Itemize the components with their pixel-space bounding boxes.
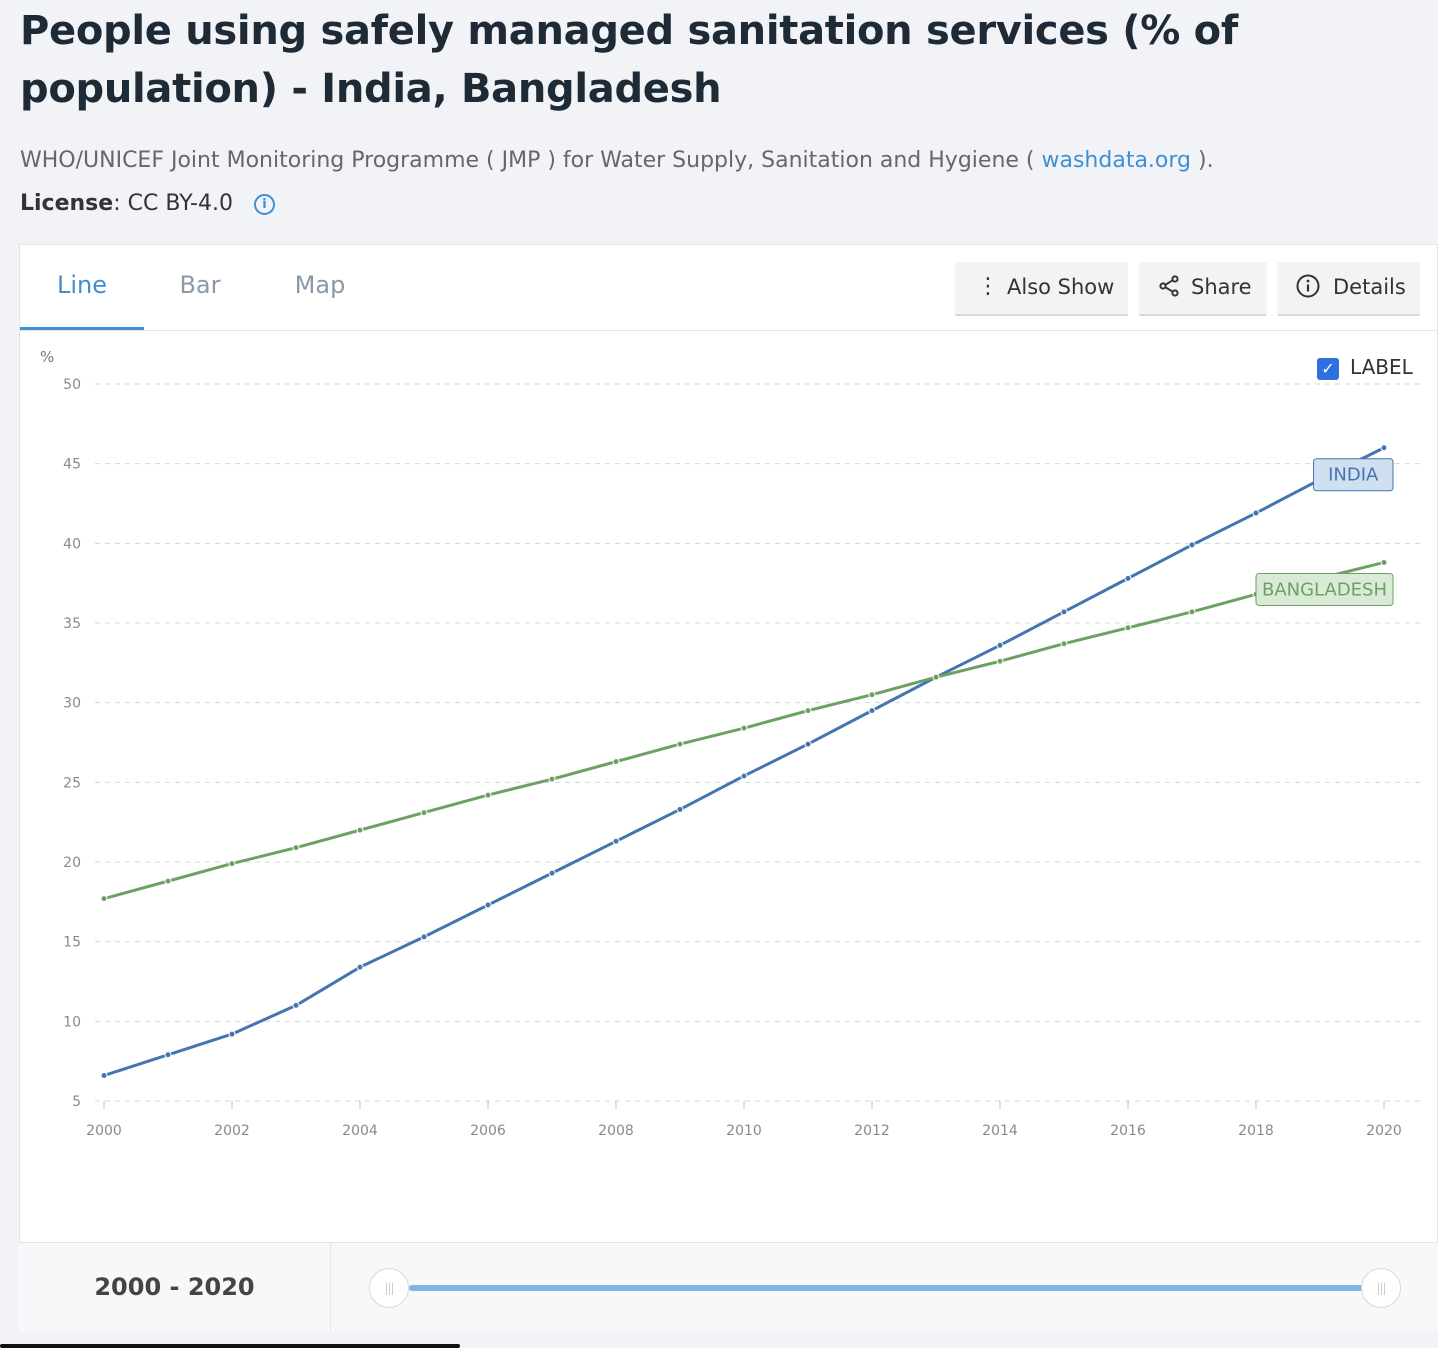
data-point: [548, 775, 556, 783]
data-point: [548, 869, 556, 877]
tab-bar[interactable]: Bar: [179, 271, 221, 299]
x-tick-label: 2004: [342, 1123, 378, 1139]
y-axis-unit: %: [40, 348, 54, 366]
range-footer: 2000 - 2020 ||| |||: [19, 1242, 1438, 1332]
info-icon[interactable]: i: [253, 194, 275, 215]
y-tick-label: 5: [72, 1094, 81, 1110]
data-point: [740, 724, 748, 732]
info-icon: [1295, 262, 1321, 312]
data-point: [804, 707, 812, 715]
data-point: [164, 877, 172, 885]
vertical-dots-icon: ⋮: [977, 274, 999, 299]
data-point: [612, 837, 620, 845]
range-start-handle[interactable]: |||: [369, 1268, 409, 1308]
data-point: [420, 809, 428, 817]
details-label: Details: [1333, 275, 1406, 299]
license-line: License: CC BY-4.0 i: [20, 191, 275, 216]
y-tick-label: 30: [63, 696, 81, 712]
range-text: 2000 - 2020: [19, 1243, 331, 1331]
x-tick-label: 2012: [854, 1123, 890, 1139]
series-label-india: INDIA: [1328, 465, 1379, 486]
x-tick-label: 2020: [1366, 1123, 1402, 1139]
data-point: [356, 826, 364, 834]
data-point: [612, 758, 620, 766]
chart-panel: Line Bar Map ⋮ Also Show Share: [19, 244, 1438, 1332]
data-point: [484, 901, 492, 909]
data-point: [100, 1072, 108, 1080]
y-tick-label: 15: [63, 935, 81, 951]
data-point: [676, 740, 684, 748]
data-point: [1252, 509, 1260, 517]
scroll-indicator: [0, 1344, 460, 1348]
data-point: [1060, 608, 1068, 616]
chart-tabs: Line Bar Map ⋮ Also Show Share: [20, 245, 1437, 331]
series-label-bangladesh: BANGLADESH: [1262, 579, 1387, 600]
x-tick-label: 2014: [982, 1123, 1018, 1139]
x-tick-label: 2018: [1238, 1123, 1274, 1139]
share-label: Share: [1191, 275, 1252, 299]
data-point: [164, 1051, 172, 1059]
data-point: [228, 860, 236, 868]
data-point: [1124, 574, 1132, 582]
y-tick-label: 25: [63, 775, 81, 791]
data-point: [100, 895, 108, 903]
license-label: License: [20, 191, 114, 216]
data-point: [292, 1001, 300, 1009]
data-point: [484, 791, 492, 799]
details-button[interactable]: Details: [1277, 262, 1420, 316]
data-point: [228, 1030, 236, 1038]
line-chart: % 5 10 15 20 25 30 35 40 45 50 2000 2002 2004 2006 2008…: [40, 348, 1420, 1139]
share-button[interactable]: Share: [1139, 262, 1267, 316]
x-tick-label: 2010: [726, 1123, 762, 1139]
share-icon: [1157, 262, 1181, 312]
data-point: [1188, 608, 1196, 616]
data-point: [996, 641, 1004, 649]
source-suffix: ).: [1198, 148, 1214, 173]
data-point: [996, 657, 1004, 665]
x-tick-label: 2006: [470, 1123, 506, 1139]
source-text: WHO/UNICEF Joint Monitoring Programme ( …: [20, 148, 1035, 173]
data-point: [1380, 558, 1388, 566]
y-tick-label: 40: [63, 536, 81, 552]
label-toggle-text: LABEL: [1350, 355, 1413, 379]
data-point: [868, 691, 876, 699]
data-point: [1188, 541, 1196, 549]
y-tick-label: 10: [63, 1014, 81, 1030]
range-end-handle[interactable]: |||: [1361, 1268, 1401, 1308]
y-tick-label: 45: [63, 457, 81, 473]
y-tick-label: 50: [63, 377, 81, 393]
tab-line[interactable]: Line: [20, 245, 144, 330]
range-slider-track[interactable]: [409, 1285, 1381, 1291]
data-point: [292, 844, 300, 852]
y-tick-label: 35: [63, 616, 81, 632]
also-show-label: Also Show: [1007, 275, 1115, 299]
data-point: [932, 673, 940, 681]
x-tick-label: 2000: [86, 1123, 122, 1139]
data-point: [1060, 640, 1068, 648]
x-tick-label: 2016: [1110, 1123, 1146, 1139]
label-checkbox[interactable]: ✓: [1317, 358, 1339, 380]
license-value: : CC BY-4.0: [113, 191, 233, 216]
data-point: [356, 963, 364, 971]
tab-map[interactable]: Map: [294, 271, 346, 299]
data-point: [740, 772, 748, 780]
source-line: WHO/UNICEF Joint Monitoring Programme ( …: [20, 148, 1420, 173]
data-point: [1380, 444, 1388, 452]
also-show-button[interactable]: ⋮ Also Show: [955, 262, 1128, 316]
series-label-box: [1313, 458, 1394, 492]
page-title: People using safely managed sanitation s…: [20, 8, 1238, 112]
data-point: [804, 740, 812, 748]
data-point: [676, 805, 684, 813]
data-point: [1124, 624, 1132, 632]
source-link[interactable]: washdata.org: [1041, 148, 1192, 173]
x-tick-label: 2008: [598, 1123, 634, 1139]
series-label-box: [1255, 572, 1394, 606]
y-tick-label: 20: [63, 855, 81, 871]
data-point: [868, 707, 876, 715]
x-tick-label: 2002: [214, 1123, 250, 1139]
data-point: [420, 933, 428, 941]
